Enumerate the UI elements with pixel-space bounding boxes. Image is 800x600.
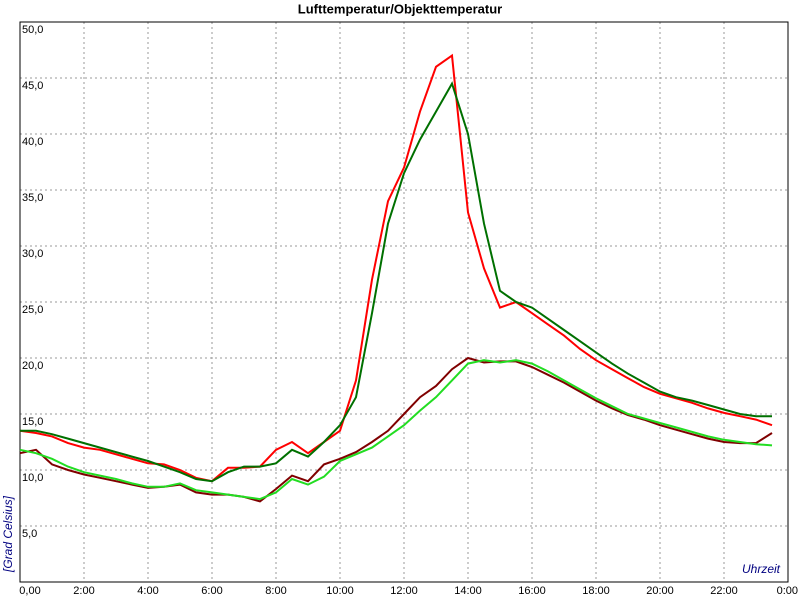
series-line	[19, 53, 773, 483]
series-line	[20, 81, 772, 483]
x-tick-label: 20:00	[646, 585, 674, 597]
y-tick-label: 30,0	[22, 248, 43, 260]
x-axis-label: Uhrzeit	[742, 562, 781, 576]
x-tick-label: 16:00	[518, 585, 546, 597]
y-tick-label: 25,0	[22, 304, 43, 316]
y-tick-label: 10,0	[22, 472, 43, 484]
x-tick-label: 14:00	[454, 585, 482, 597]
x-tick-label: 0:00	[777, 585, 798, 597]
plot-frame	[19, 21, 789, 583]
x-tick-label: 0,00	[19, 585, 40, 597]
x-tick-label: 4:00	[137, 585, 158, 597]
x-tick-label: 12:00	[390, 585, 418, 597]
x-tick-label: 18:00	[582, 585, 610, 597]
y-axis-label: [Grad Celsius]	[1, 495, 15, 573]
y-tick-label: 40,0	[22, 136, 43, 148]
y-tick-label: 50,0	[22, 24, 43, 36]
x-tick-label: 10:00	[326, 585, 354, 597]
chart-title: Lufttemperatur/Objekttemperatur	[298, 1, 502, 16]
y-tick-label: 5,0	[22, 528, 37, 540]
x-tick-label: 22:00	[710, 585, 738, 597]
x-tick-label: 2:00	[73, 585, 94, 597]
x-tick-label: 8:00	[265, 585, 286, 597]
y-tick-label: 20,0	[22, 360, 43, 372]
series-line	[19, 356, 773, 503]
series-line	[19, 359, 773, 501]
y-tick-label: 35,0	[22, 192, 43, 204]
y-tick-label: 15,0	[22, 416, 43, 428]
x-tick-label: 6:00	[201, 585, 222, 597]
y-tick-label: 45,0	[22, 80, 43, 92]
